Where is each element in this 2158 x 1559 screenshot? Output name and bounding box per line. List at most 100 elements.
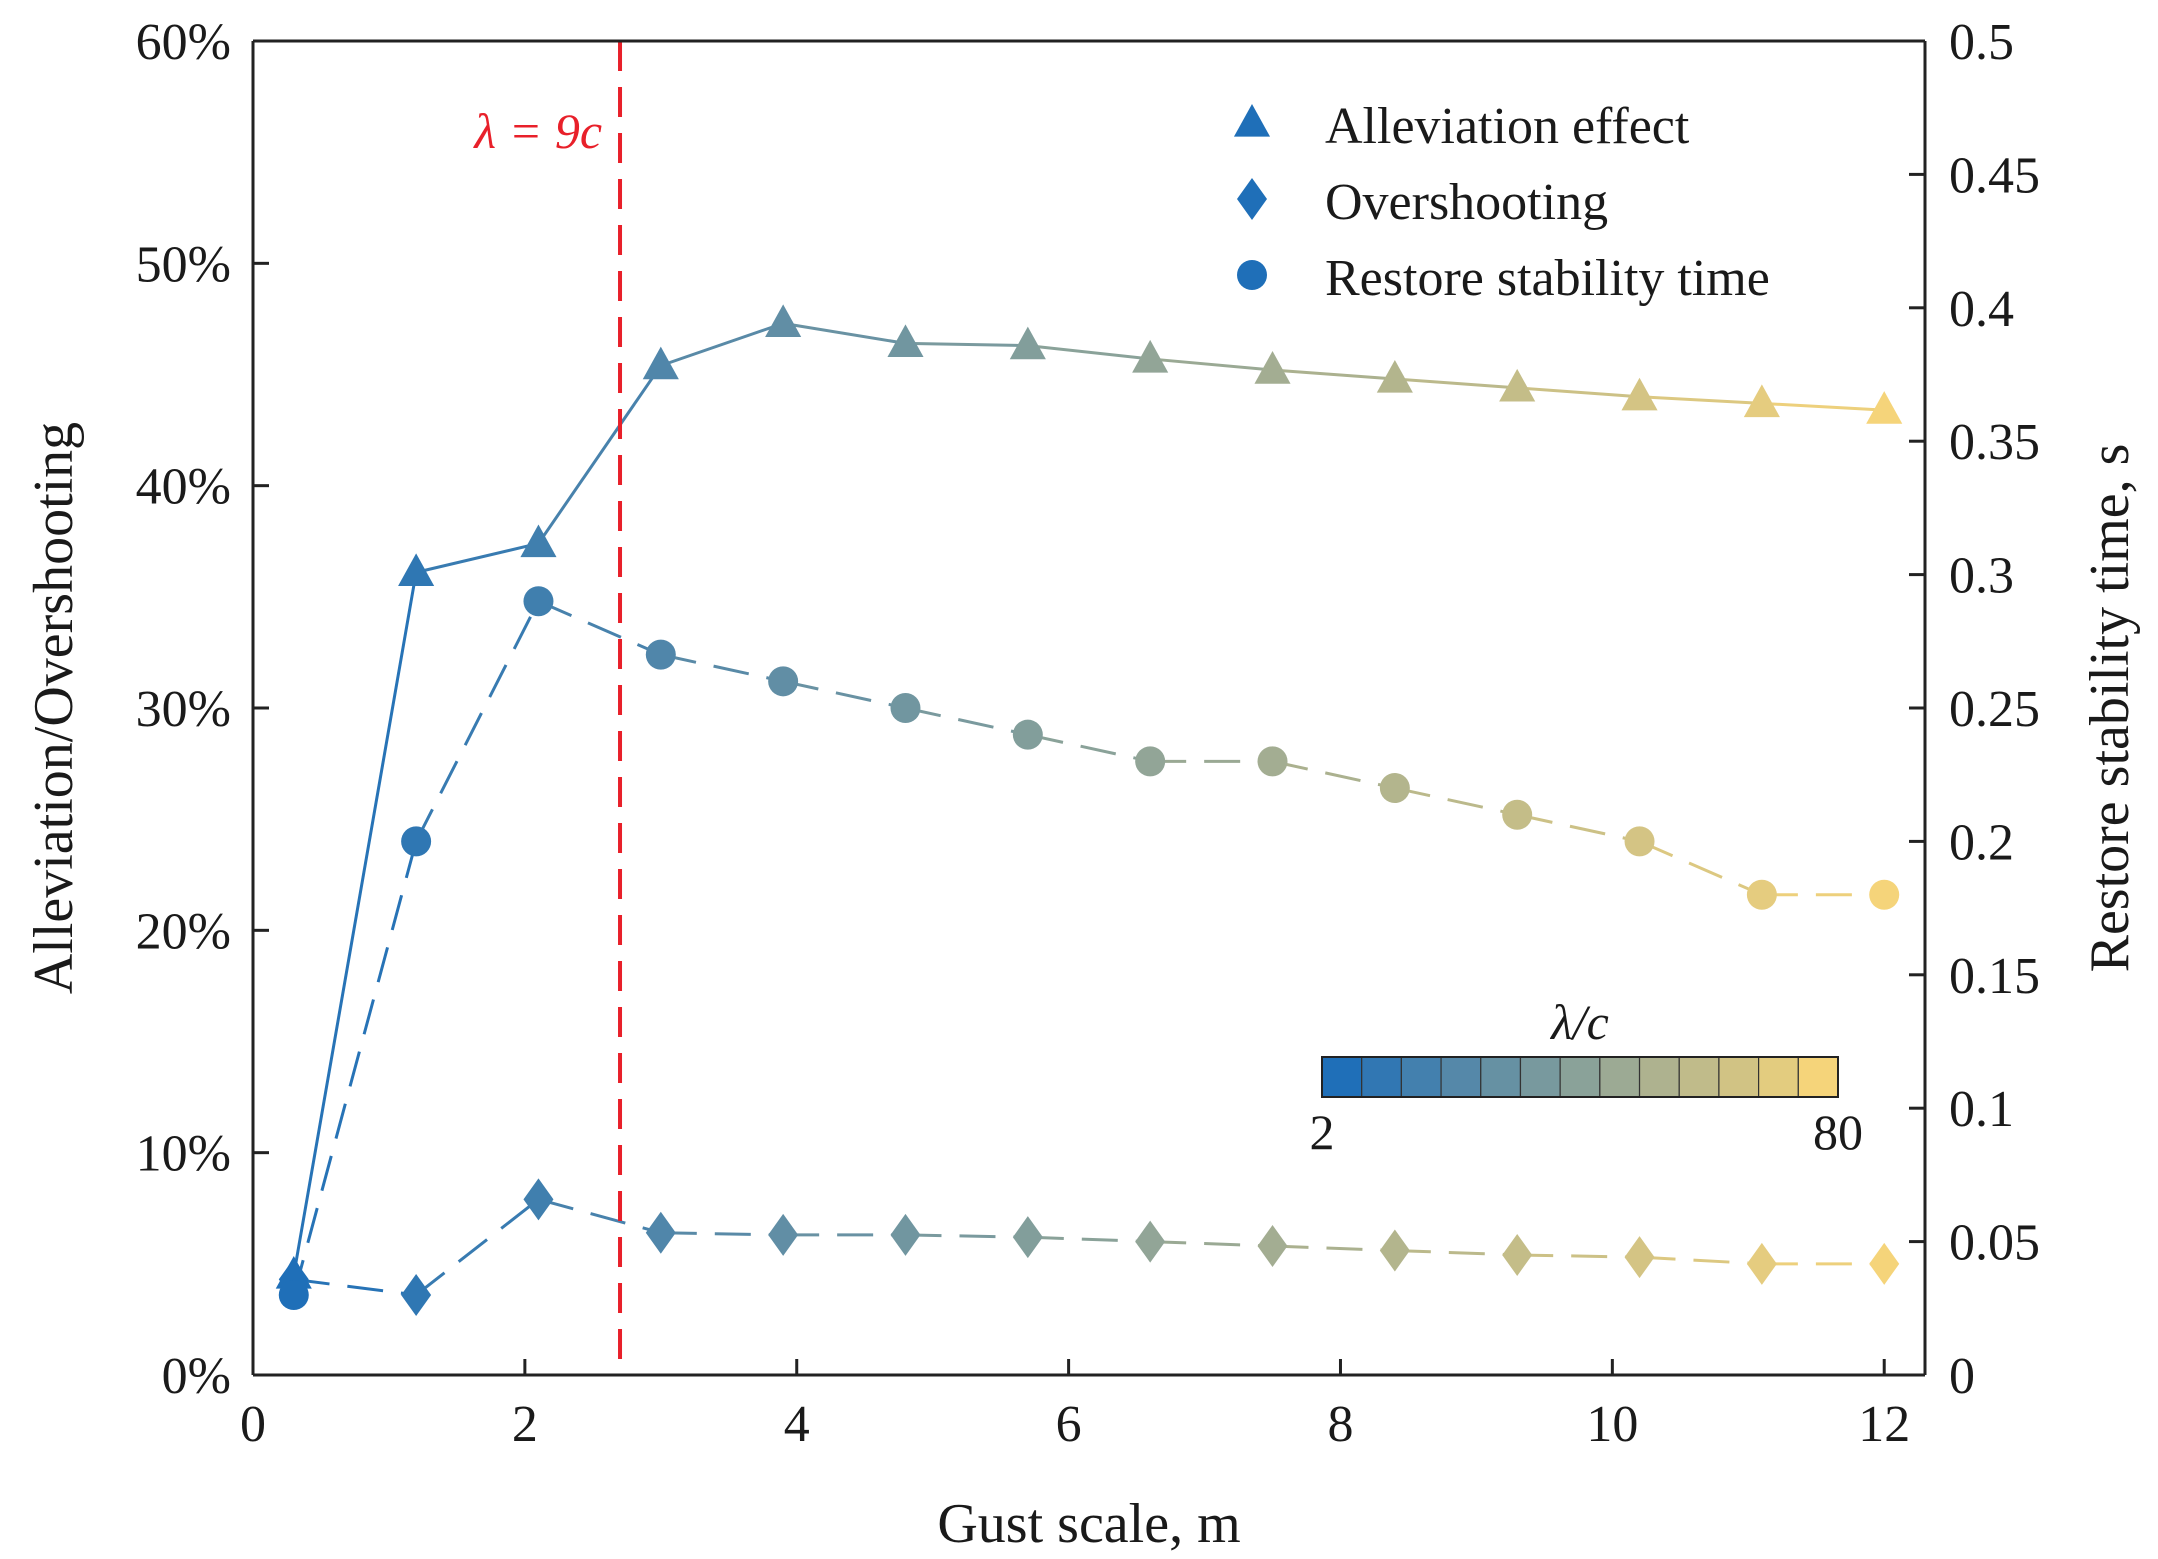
colorbar-segment <box>1480 1056 1522 1098</box>
x-tick-label: 2 <box>512 1396 538 1453</box>
series-1-point <box>1257 1225 1288 1268</box>
series-2-point <box>768 666 799 697</box>
legend-label: Restore stability time <box>1325 250 1770 307</box>
series-1-segment <box>415 1198 540 1297</box>
legend: Alleviation effect Overshooting Restore st… <box>1233 98 1770 307</box>
y-left-tick-label: 10% <box>136 1126 231 1183</box>
series-1-point <box>1746 1242 1777 1285</box>
colorbar-segment <box>1440 1056 1482 1098</box>
series-2-segment <box>1516 813 1640 843</box>
series-0-segment <box>537 364 663 545</box>
colorbar-segment <box>1361 1056 1402 1098</box>
series-2-point <box>1502 799 1533 830</box>
legend-marker-diamond <box>1237 178 1267 220</box>
series-1-point <box>401 1273 432 1316</box>
y-right-tick-label: 0.45 <box>1949 147 2040 204</box>
series-2-segment <box>782 679 906 710</box>
y-right-tick-label: 0.25 <box>1949 681 2040 738</box>
series-1-segment <box>1272 1244 1395 1252</box>
series-0-point <box>520 524 557 558</box>
series-1-point <box>523 1178 554 1221</box>
y-right-tick-label: 0.1 <box>1949 1081 2014 1138</box>
series-2-point <box>401 826 432 857</box>
series-1-point <box>1502 1233 1533 1276</box>
series-0-point <box>1621 377 1658 411</box>
colorbar-segment <box>1519 1056 1561 1098</box>
series-0-point <box>1376 359 1413 393</box>
x-tick-label: 12 <box>1858 1396 1910 1453</box>
series-0-segment <box>1027 344 1151 361</box>
series-2-point <box>1869 879 1900 910</box>
colorbar-segment <box>1599 1056 1641 1098</box>
axes <box>251 39 1927 1377</box>
series-2-point <box>890 693 921 723</box>
y-left-axis-title: Alleviation/Overshooting <box>23 422 85 994</box>
y-left-tick-label: 40% <box>136 459 231 516</box>
series-0-segment <box>1150 357 1273 372</box>
series-2-point <box>1257 746 1288 777</box>
series-1-segment <box>660 1231 784 1237</box>
series-2-point <box>1012 719 1043 750</box>
colorbar-segment <box>1638 1056 1680 1098</box>
y-left-tick-label: 50% <box>136 236 231 293</box>
series-1-segment <box>538 1197 662 1235</box>
series-2-segment <box>1027 733 1151 763</box>
colorbar-min-label: 2 <box>1310 1104 1335 1160</box>
y-left-tick-label: 20% <box>136 903 231 960</box>
y-right-tick-label: 0.3 <box>1949 548 2014 605</box>
series-0-segment <box>1761 401 1885 412</box>
series-0-point <box>398 553 435 587</box>
legend-label: Overshooting <box>1325 174 1608 231</box>
y-right-tick-label: 0.2 <box>1949 814 2014 871</box>
series-0-point <box>765 304 802 338</box>
series-2-point <box>278 1279 309 1310</box>
colorbar-segment <box>1321 1056 1363 1098</box>
y-right-tick-label: 0.5 <box>1949 14 2014 71</box>
y-left-tick-label: 60% <box>136 14 231 71</box>
legend-marker-circle <box>1237 260 1267 290</box>
y-right-tick-label: 0.05 <box>1949 1215 2040 1272</box>
y-right-axis-title: Restore stability time, s <box>2079 444 2141 973</box>
series-0-point <box>642 346 679 380</box>
colorbar-segment <box>1678 1056 1720 1098</box>
legend-marker-triangle <box>1233 104 1271 137</box>
legend-label: Alleviation effect <box>1325 98 1690 155</box>
x-tick-label: 0 <box>240 1396 266 1453</box>
colorbar-segment <box>1559 1056 1601 1098</box>
tick-labels: 0 2 4 6 8 10 12 0% 10% 20% 30% 40% 50% 60% 0 0.05 0.1 0.1… <box>23 14 2141 1555</box>
series-lines <box>292 321 1885 1297</box>
series-0-point <box>1009 326 1046 360</box>
series-2-point <box>1135 746 1166 777</box>
series-1-segment <box>1517 1253 1640 1259</box>
series-0-point <box>1499 368 1536 402</box>
series-2-segment <box>1394 786 1518 817</box>
x-tick-label: 6 <box>1056 1396 1082 1453</box>
series-0-segment <box>292 572 418 1276</box>
series-2-segment <box>1272 759 1396 790</box>
series-0-segment <box>415 542 539 574</box>
series-1-point <box>1869 1242 1900 1285</box>
series-1-point <box>1012 1216 1043 1259</box>
series-0-point <box>1132 339 1169 373</box>
series-1-segment <box>1027 1235 1151 1244</box>
reference-line-group: λ = 9c <box>472 41 623 1375</box>
series-0-segment <box>782 321 906 345</box>
series-0-segment <box>1394 377 1518 390</box>
colorbar-segment <box>1797 1056 1839 1098</box>
y-right-tick-label: 0.4 <box>1949 281 2014 338</box>
series-1-segment <box>1150 1240 1273 1248</box>
series-2-point <box>1379 773 1410 804</box>
series-2-point <box>1624 826 1655 857</box>
series-2-segment <box>905 706 1029 737</box>
colorbar-max-label: 80 <box>1813 1104 1863 1160</box>
x-tick-label: 8 <box>1327 1396 1353 1453</box>
series-0-point <box>1254 351 1291 384</box>
series-2-point <box>645 639 676 670</box>
series-1-segment <box>293 1277 417 1297</box>
series-1-segment <box>905 1233 1028 1239</box>
series-2-segment <box>660 653 784 683</box>
series-2-segment <box>1638 840 1763 897</box>
series-0-point <box>887 324 924 358</box>
